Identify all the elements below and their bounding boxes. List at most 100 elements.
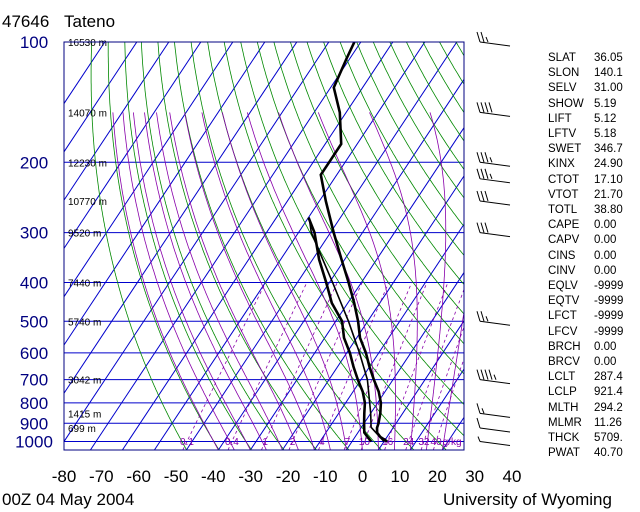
wind-barb-flag (488, 102, 493, 113)
wind-barb (476, 102, 511, 117)
mixing-ratio-line (384, 282, 449, 450)
index-label: EQLV (548, 280, 578, 292)
index-value: 21.70 (594, 188, 623, 201)
index-row: EQTV -9999 (548, 294, 623, 308)
dry-adiabat-line (339, 42, 464, 257)
index-value: 0.00 (594, 340, 617, 353)
index-row: SLAT 36.05 (548, 51, 623, 65)
index-row: LCLP 921.4 (548, 385, 623, 399)
temperature-tick-label: -30 (238, 467, 263, 486)
index-value: -9999 (594, 325, 624, 338)
mixing-ratio-line (343, 282, 412, 450)
index-row: LFCT -9999 (548, 309, 623, 323)
temperature-tick-label: -60 (126, 467, 151, 486)
moist-adiabat-line (442, 309, 464, 450)
moist-adiabat-line (246, 112, 363, 450)
index-row: LIFT 5.12 (548, 112, 616, 126)
dry-adiabat-line (124, 42, 252, 450)
height-label: 7440 m (68, 279, 101, 290)
isotherm-line (121, 42, 394, 450)
isotherm-line (64, 42, 266, 346)
temperature-tick-label: -70 (89, 467, 114, 486)
wind-barb-flag (484, 102, 489, 113)
temperature-tick-label: 30 (465, 467, 484, 486)
index-value: 294.2 (594, 401, 623, 414)
height-label: 10770 m (68, 197, 107, 208)
index-label: CTOT (548, 173, 580, 186)
wind-barb-flag (476, 31, 481, 43)
index-value: 5709. (594, 432, 623, 444)
mixing-ratio-label: 4 (319, 437, 325, 448)
moist-adiabat-line (369, 112, 418, 450)
temperature-tick-label: 40 (503, 467, 522, 486)
pressure-tick-label: 600 (20, 344, 48, 363)
index-label: CAPV (548, 234, 580, 247)
index-row: THCK 5709. (548, 431, 623, 445)
wind-barb-flag (480, 31, 485, 43)
index-value: 24.90 (594, 158, 623, 171)
wind-barb-half (493, 374, 497, 380)
index-row: SELV 31.00 (548, 81, 623, 95)
wind-barb-half (485, 36, 489, 43)
sounding-time: 00Z 04 May 2004 (2, 490, 135, 509)
isotherm-line (64, 42, 106, 105)
wind-barb-flag (476, 222, 481, 233)
wind-barb (476, 403, 511, 418)
index-label: VTOT (548, 188, 579, 201)
index-value: 346.7 (594, 143, 623, 156)
isotherm-line (409, 368, 464, 450)
wind-barb-flag (480, 152, 485, 163)
wind-barb-flag (476, 102, 481, 113)
index-label: KINX (548, 158, 575, 171)
wind-barb-flag (480, 102, 485, 113)
index-value: 40.70 (594, 447, 623, 460)
wind-barb-half (489, 173, 493, 179)
index-row: CAPE 0.00 (548, 218, 616, 232)
index-row: SHOW 5.19 (548, 97, 616, 111)
index-label: THCK (548, 432, 580, 444)
wind-barb-staff (479, 200, 511, 206)
index-label: EQTV (548, 295, 580, 308)
mixing-ratio-label: 0.4 (225, 437, 239, 448)
height-label: 9520 m (68, 229, 101, 240)
wind-barb-staff (479, 379, 511, 385)
index-value: 0.00 (594, 356, 617, 368)
index-row: LCLT 287.4 (548, 370, 623, 384)
dry-adiabat-line (207, 42, 415, 450)
moist-adiabat-line (169, 112, 299, 450)
index-label: SELV (548, 82, 577, 95)
isotherm-line (64, 42, 234, 298)
wind-barb-staff (479, 320, 511, 326)
dry-adiabat-line (107, 42, 220, 450)
mixing-ratio-line (432, 357, 464, 450)
temperature-tick-label: 0 (358, 467, 367, 486)
mixing-ratio-label: 10 (359, 437, 371, 448)
index-row: BRCV 0.00 (548, 355, 616, 369)
mixing-ratio-line (360, 282, 428, 450)
wind-barb (476, 168, 511, 184)
wind-barb-flag (476, 417, 481, 429)
index-row: EQLV -9999 (548, 279, 623, 293)
wind-barb-flag (484, 152, 489, 163)
index-row: TOTL 38.80 (548, 203, 623, 217)
wind-barb (476, 222, 511, 238)
index-label: CINS (548, 249, 576, 262)
wind-barb-staff (479, 427, 511, 433)
isotherm-line (89, 42, 362, 450)
index-label: MLTH (548, 401, 579, 414)
index-label: BRCV (548, 356, 580, 368)
parcel-profile-line (308, 220, 385, 443)
plot-frame (63, 41, 465, 451)
wind-barb-flag (476, 311, 481, 322)
index-value: 0.00 (594, 234, 617, 247)
index-row: SWET 346.7 (548, 142, 623, 156)
mixing-ratio-line (182, 282, 267, 450)
index-label: SWET (548, 143, 582, 156)
index-value: 38.80 (594, 204, 623, 216)
moist-adiabat-line (221, 112, 347, 450)
index-row: LFCV -9999 (548, 325, 623, 339)
temperature-tick-label: 20 (428, 467, 447, 486)
index-label: LCLT (548, 371, 576, 384)
pressure-tick-label: 200 (20, 153, 48, 172)
height-label: 14070 m (68, 108, 107, 119)
